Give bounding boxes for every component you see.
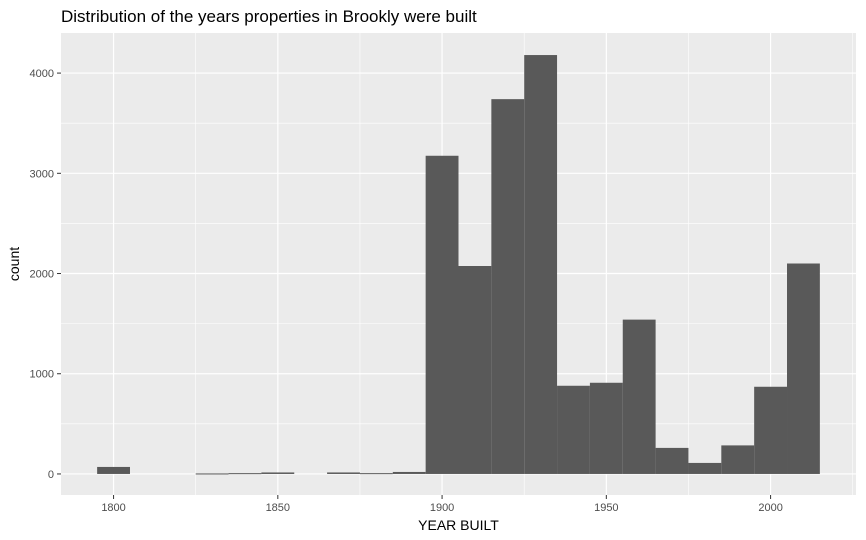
histogram-bar-1875-1885 — [360, 473, 393, 474]
histogram-bar-1845-1855 — [261, 472, 294, 474]
y-tick-label: 2000 — [30, 269, 54, 281]
histogram-bar-1985-1995 — [721, 445, 754, 474]
x-tick-label: 1800 — [101, 502, 125, 514]
histogram-bar-1915-1925 — [491, 99, 524, 474]
histogram-bar-1905-1915 — [459, 266, 492, 474]
x-tick-label: 2000 — [758, 502, 782, 514]
histogram-bar-1795-1805 — [97, 467, 130, 474]
x-axis-title: YEAR BUILT — [418, 517, 499, 533]
histogram-bar-1835-1845 — [229, 473, 262, 474]
x-tick-label: 1900 — [430, 502, 454, 514]
histogram-bar-1945-1955 — [590, 383, 623, 474]
y-tick-label: 0 — [48, 469, 54, 481]
x-tick-label: 1950 — [594, 502, 618, 514]
histogram-bar-1955-1965 — [623, 320, 656, 474]
y-tick-label: 1000 — [30, 369, 54, 381]
histogram-bar-1995-2005 — [754, 387, 787, 474]
chart-title: Distribution of the years properties in … — [61, 7, 477, 26]
x-axis: 1800 1850 1900 1950 2000 — [101, 495, 783, 514]
histogram-bar-1895-1905 — [426, 156, 459, 474]
histogram-bar-1935-1945 — [557, 386, 590, 474]
histogram-bar-2005-2015 — [787, 263, 820, 473]
y-axis: 0 1000 2000 3000 4000 — [30, 68, 61, 481]
histogram-bar-1965-1975 — [656, 448, 689, 474]
x-tick-label: 1850 — [266, 502, 290, 514]
histogram-bar-1825-1835 — [196, 473, 229, 474]
histogram-bar-1925-1935 — [524, 55, 557, 474]
histogram-bar-1885-1895 — [393, 472, 426, 474]
histogram-bar-1865-1875 — [327, 472, 360, 474]
y-tick-label: 3000 — [30, 168, 54, 180]
y-axis-title: count — [6, 247, 22, 281]
histogram-bar-1975-1985 — [688, 463, 721, 474]
y-tick-label: 4000 — [30, 68, 54, 80]
